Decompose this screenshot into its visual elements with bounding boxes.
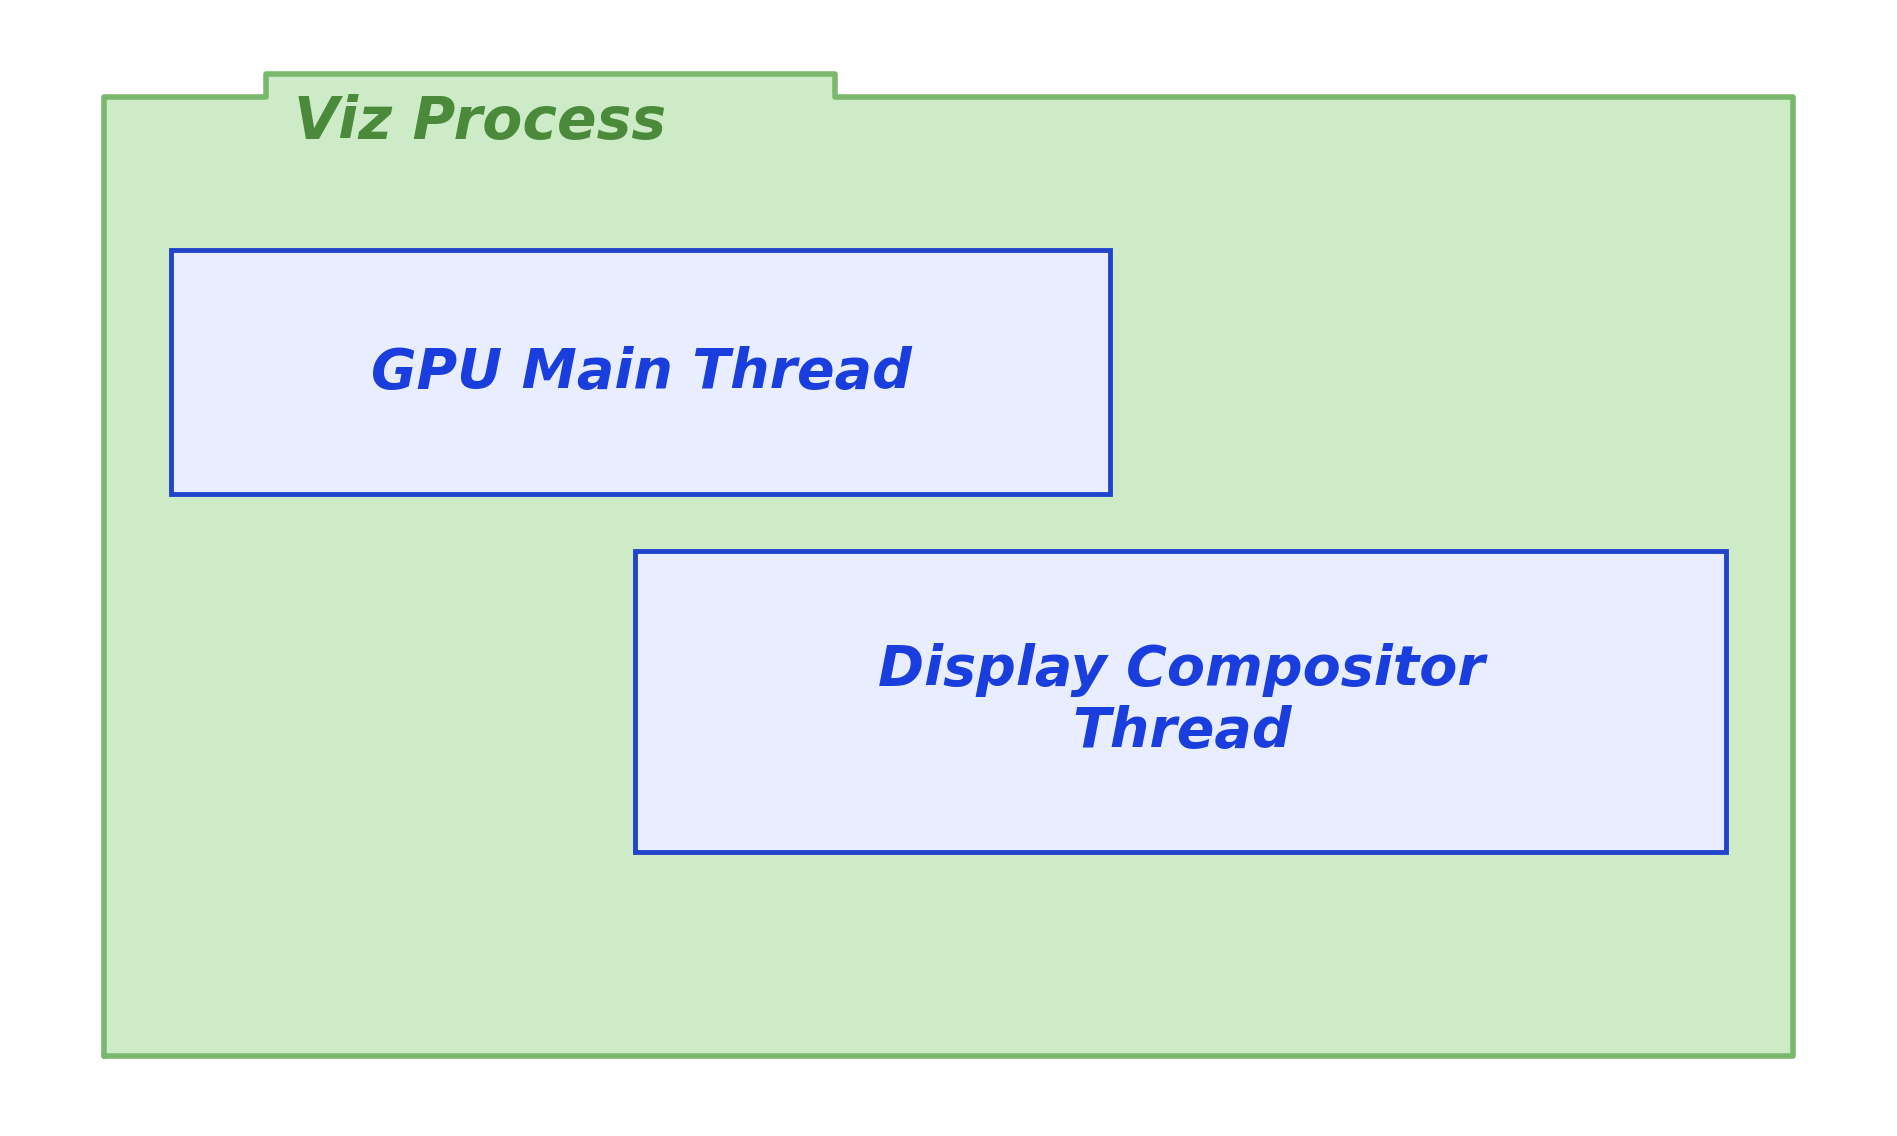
Polygon shape <box>104 74 1793 1056</box>
Text: GPU Main Thread: GPU Main Thread <box>370 345 912 400</box>
Text: Viz Process: Viz Process <box>294 94 666 151</box>
FancyBboxPatch shape <box>635 551 1726 852</box>
FancyBboxPatch shape <box>171 250 1110 494</box>
Text: Display Compositor
Thread: Display Compositor Thread <box>878 643 1485 759</box>
